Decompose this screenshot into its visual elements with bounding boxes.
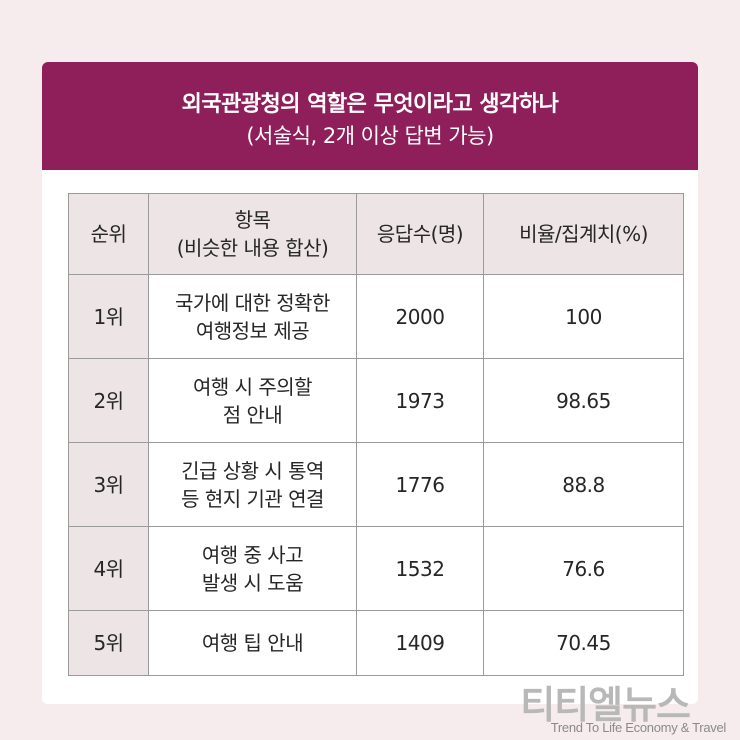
rank-cell: 5위 bbox=[68, 610, 149, 676]
rank-cell: 2위 bbox=[68, 358, 149, 443]
ratio-cell: 70.45 bbox=[483, 610, 684, 676]
ttl-news-logo: 티티엘뉴스 Trend To Life Economy & Travel bbox=[514, 672, 734, 740]
ratio-cell: 88.8 bbox=[483, 442, 684, 527]
item-cell: 여행 중 사고 발생 시 도움 bbox=[148, 526, 357, 611]
count-cell: 1973 bbox=[356, 358, 484, 443]
page-subtitle: (서술식, 2개 이상 답변 가능) bbox=[246, 124, 494, 148]
table-header-row: 순위 항목 (비슷한 내용 합산) 응답수(명) 비율/집계치(%) bbox=[68, 193, 684, 275]
ratio-cell: 98.65 bbox=[483, 358, 684, 443]
table-row: 2위 여행 시 주의할 점 안내 1973 98.65 bbox=[68, 358, 684, 443]
column-header-ratio: 비율/집계치(%) bbox=[483, 193, 684, 275]
ratio-cell: 76.6 bbox=[483, 526, 684, 611]
page-title: 외국관광청의 역할은 무엇이라고 생각하나 bbox=[181, 92, 559, 117]
title-banner: 외국관광청의 역할은 무엇이라고 생각하나 (서술식, 2개 이상 답변 가능) bbox=[42, 62, 698, 170]
count-cell: 1776 bbox=[356, 442, 484, 527]
survey-table: 순위 항목 (비슷한 내용 합산) 응답수(명) 비율/집계치(%) 1위 국가… bbox=[68, 193, 684, 676]
column-header-item: 항목 (비슷한 내용 합산) bbox=[148, 193, 357, 275]
column-header-rank: 순위 bbox=[68, 193, 149, 275]
rank-cell: 3위 bbox=[68, 442, 149, 527]
table-row: 1위 국가에 대한 정확한 여행정보 제공 2000 100 bbox=[68, 274, 684, 359]
logo-tagline: Trend To Life Economy & Travel bbox=[550, 720, 727, 735]
table-row: 4위 여행 중 사고 발생 시 도움 1532 76.6 bbox=[68, 526, 684, 611]
table-row: 3위 긴급 상황 시 통역 등 현지 기관 연결 1776 88.8 bbox=[68, 442, 684, 527]
table-row: 5위 여행 팁 안내 1409 70.45 bbox=[68, 610, 684, 676]
item-cell: 국가에 대한 정확한 여행정보 제공 bbox=[148, 274, 357, 359]
logo-korean-text: 티티엘뉴스 bbox=[520, 683, 691, 727]
item-cell: 여행 팁 안내 bbox=[148, 610, 357, 676]
count-cell: 1409 bbox=[356, 610, 484, 676]
rank-cell: 1위 bbox=[68, 274, 149, 359]
column-header-count: 응답수(명) bbox=[356, 193, 484, 275]
count-cell: 1532 bbox=[356, 526, 484, 611]
count-cell: 2000 bbox=[356, 274, 484, 359]
rank-cell: 4위 bbox=[68, 526, 149, 611]
ratio-cell: 100 bbox=[483, 274, 684, 359]
item-cell: 여행 시 주의할 점 안내 bbox=[148, 358, 357, 443]
item-cell: 긴급 상황 시 통역 등 현지 기관 연결 bbox=[148, 442, 357, 527]
